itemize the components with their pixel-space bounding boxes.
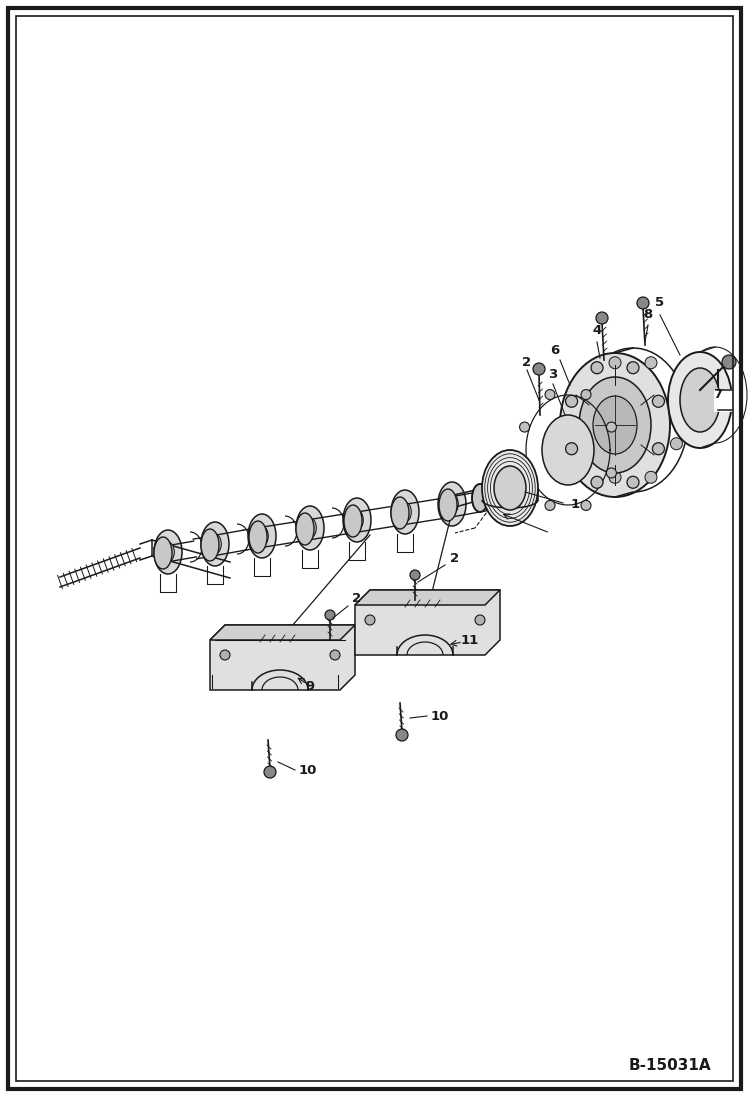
- Text: 7: 7: [714, 388, 723, 402]
- Text: 5: 5: [655, 296, 664, 309]
- Ellipse shape: [344, 505, 362, 538]
- Ellipse shape: [680, 367, 720, 432]
- Text: 3: 3: [548, 369, 557, 382]
- Ellipse shape: [475, 615, 485, 625]
- Ellipse shape: [296, 513, 314, 545]
- Ellipse shape: [494, 466, 526, 510]
- Ellipse shape: [446, 494, 458, 513]
- Ellipse shape: [593, 396, 637, 454]
- Ellipse shape: [391, 497, 409, 529]
- Ellipse shape: [591, 362, 603, 374]
- Ellipse shape: [520, 422, 530, 432]
- Ellipse shape: [668, 352, 732, 448]
- Ellipse shape: [609, 472, 621, 484]
- Text: 4: 4: [592, 324, 601, 337]
- Ellipse shape: [264, 766, 276, 778]
- Text: 1: 1: [571, 498, 580, 511]
- Ellipse shape: [391, 490, 419, 534]
- Text: 2: 2: [450, 552, 460, 565]
- Ellipse shape: [609, 357, 621, 369]
- Ellipse shape: [722, 355, 736, 369]
- Ellipse shape: [343, 498, 371, 542]
- Ellipse shape: [351, 510, 363, 530]
- Text: 2: 2: [523, 355, 532, 369]
- Ellipse shape: [439, 489, 457, 521]
- Ellipse shape: [398, 502, 411, 522]
- Ellipse shape: [365, 615, 375, 625]
- Ellipse shape: [410, 570, 420, 580]
- Ellipse shape: [396, 730, 408, 740]
- Text: 9: 9: [306, 679, 315, 692]
- Ellipse shape: [627, 362, 639, 374]
- Ellipse shape: [579, 377, 651, 473]
- Ellipse shape: [581, 389, 591, 399]
- Text: 2: 2: [353, 591, 362, 604]
- Ellipse shape: [154, 538, 172, 569]
- Ellipse shape: [201, 529, 219, 561]
- Polygon shape: [210, 625, 355, 640]
- Ellipse shape: [325, 610, 335, 620]
- Ellipse shape: [154, 530, 182, 574]
- Ellipse shape: [162, 542, 175, 562]
- Ellipse shape: [249, 521, 267, 553]
- Ellipse shape: [670, 391, 682, 403]
- Ellipse shape: [560, 353, 670, 497]
- Ellipse shape: [533, 363, 545, 375]
- Polygon shape: [355, 590, 500, 606]
- Ellipse shape: [565, 443, 577, 455]
- Ellipse shape: [645, 472, 657, 484]
- Ellipse shape: [330, 651, 340, 660]
- Ellipse shape: [652, 395, 664, 407]
- Polygon shape: [210, 625, 355, 690]
- Ellipse shape: [542, 415, 594, 485]
- Ellipse shape: [581, 500, 591, 510]
- Text: 10: 10: [299, 764, 317, 777]
- Ellipse shape: [607, 468, 616, 478]
- Text: 11: 11: [461, 633, 479, 646]
- Ellipse shape: [520, 468, 530, 478]
- Ellipse shape: [296, 506, 324, 550]
- Ellipse shape: [545, 500, 555, 510]
- Ellipse shape: [201, 522, 229, 566]
- Polygon shape: [355, 590, 500, 655]
- Ellipse shape: [565, 395, 577, 407]
- Ellipse shape: [220, 651, 230, 660]
- Ellipse shape: [591, 476, 603, 488]
- Text: 6: 6: [551, 343, 560, 357]
- Ellipse shape: [545, 389, 555, 399]
- Text: 10: 10: [431, 710, 449, 723]
- Polygon shape: [715, 391, 740, 410]
- Ellipse shape: [637, 297, 649, 309]
- Ellipse shape: [472, 484, 488, 512]
- Ellipse shape: [607, 422, 616, 432]
- Ellipse shape: [652, 443, 664, 455]
- Ellipse shape: [583, 391, 595, 403]
- Ellipse shape: [482, 450, 538, 525]
- Ellipse shape: [303, 518, 316, 538]
- Ellipse shape: [438, 482, 466, 525]
- Ellipse shape: [248, 514, 276, 558]
- Ellipse shape: [645, 357, 657, 369]
- Ellipse shape: [255, 527, 268, 546]
- Text: B-15031A: B-15031A: [628, 1058, 712, 1073]
- Ellipse shape: [583, 438, 595, 450]
- Ellipse shape: [596, 312, 608, 324]
- Ellipse shape: [627, 476, 639, 488]
- Ellipse shape: [670, 438, 682, 450]
- Ellipse shape: [209, 534, 221, 554]
- Text: 8: 8: [643, 308, 652, 321]
